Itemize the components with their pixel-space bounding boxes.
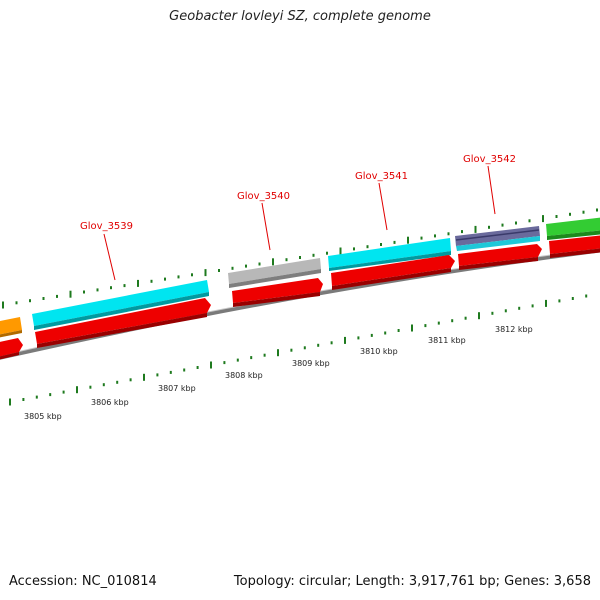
kbp-label-3809: 3809 kbp bbox=[292, 359, 330, 368]
gene-label-glov-3540: Glov_3540 bbox=[237, 191, 290, 202]
red-feature-3 bbox=[331, 255, 455, 290]
kbp-label-3808: 3808 kbp bbox=[225, 371, 263, 380]
red-feature-left bbox=[0, 338, 23, 360]
cyan-feature-glov-3539 bbox=[32, 280, 209, 330]
inner-tick-marks bbox=[9, 294, 588, 406]
genome-title: Geobacter lovleyi SZ, complete genome bbox=[169, 9, 431, 24]
gene-label-glov-3542: Glov_3542 bbox=[463, 154, 516, 165]
red-feature-5 bbox=[549, 235, 600, 258]
kbp-label-3807: 3807 kbp bbox=[158, 384, 196, 393]
gene-label-glov-3541: Glov_3541 bbox=[355, 171, 408, 182]
kbp-label-3812: 3812 kbp bbox=[495, 325, 533, 334]
leader-line-glov-3539 bbox=[103, 233, 116, 281]
kbp-label-3805: 3805 kbp bbox=[24, 412, 62, 421]
purple-feature-glov-3542 bbox=[455, 226, 540, 251]
leader-line-glov-3540 bbox=[261, 202, 271, 251]
cyan-feature-glov-3541 bbox=[328, 238, 451, 271]
red-feature-2 bbox=[232, 278, 323, 307]
kbp-label-3810: 3810 kbp bbox=[360, 347, 398, 356]
outer-tick-marks bbox=[2, 208, 598, 309]
gray-feature-glov-3540 bbox=[228, 258, 321, 288]
kbp-label-3811: 3811 kbp bbox=[428, 336, 466, 345]
gene-label-glov-3539: Glov_3539 bbox=[80, 221, 133, 232]
red-feature-4 bbox=[458, 244, 542, 270]
orange-feature-top bbox=[0, 317, 22, 338]
genome-summary-text: Topology: circular; Length: 3,917,761 bp… bbox=[233, 574, 591, 589]
leader-line-glov-3541 bbox=[378, 182, 388, 231]
red-feature-1 bbox=[35, 298, 211, 348]
leader-line-glov-3542 bbox=[487, 165, 496, 215]
green-feature bbox=[546, 217, 600, 240]
accession-text: Accession: NC_010814 bbox=[9, 574, 157, 589]
kbp-label-3806: 3806 kbp bbox=[91, 398, 129, 407]
